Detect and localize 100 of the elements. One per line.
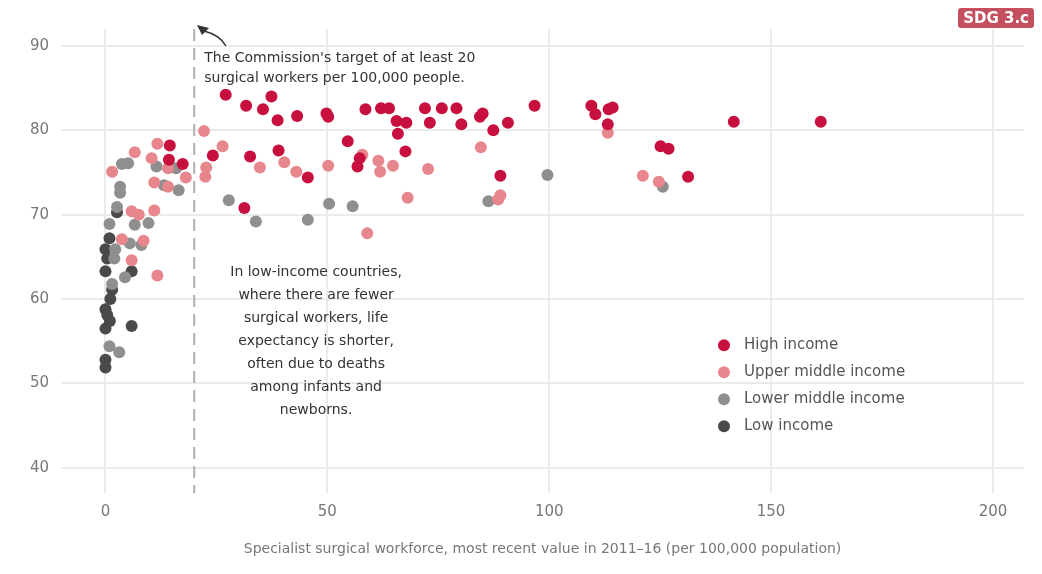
point: [359, 103, 372, 116]
point: [103, 232, 116, 245]
point: [341, 135, 354, 148]
point: [387, 159, 399, 172]
point: [106, 277, 119, 290]
point: [606, 101, 619, 114]
point: [176, 158, 189, 171]
point: [814, 115, 827, 128]
point: [541, 169, 554, 182]
point: [151, 137, 164, 150]
point: [162, 153, 175, 166]
legend-label: High income: [744, 335, 839, 354]
point: [162, 180, 175, 193]
point: [301, 213, 314, 226]
point: [391, 127, 404, 140]
x-tick-label: 50: [317, 502, 337, 521]
point: [494, 169, 507, 182]
point: [361, 227, 374, 240]
point: [682, 170, 695, 183]
point: [290, 165, 303, 178]
point: [265, 90, 278, 103]
point: [249, 215, 262, 228]
point: [418, 102, 431, 115]
point: [219, 88, 232, 101]
point: [244, 150, 257, 163]
legend-label: Low income: [744, 416, 834, 435]
point: [487, 124, 500, 137]
point: [474, 141, 487, 154]
point: [422, 163, 435, 176]
point: [652, 175, 665, 188]
point: [106, 165, 119, 178]
annotation: In low-income countries, where there are fewer surgical workers, life expectancy is shorter, often due to deaths among infants and newborns.: [230, 262, 402, 417]
point: [128, 218, 141, 231]
point: [137, 234, 150, 247]
point: [374, 165, 387, 178]
point: [272, 144, 285, 157]
y-tick-label: 70: [29, 204, 50, 223]
point: [401, 191, 414, 204]
point: [322, 159, 335, 172]
point: [118, 271, 131, 284]
point: [206, 149, 219, 162]
point: [179, 171, 192, 184]
point: [238, 201, 251, 214]
point: [372, 154, 385, 167]
point: [99, 265, 112, 278]
legend-label: Upper middle income: [744, 362, 906, 381]
point: [240, 99, 253, 112]
point: [104, 293, 117, 306]
point: [346, 200, 359, 213]
y-tick-label: 90: [29, 35, 50, 54]
y-tick-label: 50: [29, 373, 50, 392]
point: [142, 217, 155, 230]
point: [216, 140, 229, 153]
x-tick-label: 200: [978, 502, 1008, 521]
y-tick-label: 40: [29, 457, 50, 476]
point: [323, 197, 336, 210]
point: [271, 114, 284, 127]
point: [103, 340, 116, 353]
y-tick-label: 60: [29, 288, 50, 307]
point: [589, 108, 602, 121]
point: [528, 99, 541, 112]
point: [132, 208, 145, 221]
point: [222, 194, 235, 207]
point: [455, 118, 468, 131]
point: [423, 116, 436, 129]
point: [103, 217, 116, 230]
point: [125, 254, 138, 267]
x-tick-label: 0: [100, 502, 111, 521]
point: [113, 346, 126, 359]
y-tick-label: 80: [29, 120, 50, 139]
point: [148, 176, 161, 189]
point: [197, 125, 210, 138]
point: [601, 118, 614, 131]
x-tick-label: 100: [534, 502, 564, 521]
point: [662, 142, 675, 155]
point: [256, 103, 269, 116]
point: [278, 156, 291, 169]
point: [148, 204, 161, 217]
point: [253, 161, 266, 174]
legend-label: Lower middle income: [744, 389, 905, 408]
point: [111, 201, 123, 214]
point: [636, 169, 649, 182]
point: [128, 146, 141, 159]
point: [151, 269, 164, 282]
point: [399, 145, 412, 158]
point: [163, 139, 176, 152]
ref-line-label: The Commission's target of at least 20 surgical workers per 100,000 people.: [203, 48, 476, 85]
point: [145, 152, 158, 165]
x-tick-label: 150: [756, 502, 786, 521]
point: [103, 315, 116, 328]
x-axis-title: Specialist surgical workforce, most recent value in 2011–16 (per 100,000 population): [243, 540, 842, 557]
point: [492, 193, 505, 206]
point: [351, 160, 364, 173]
text: SDG 3.c: [958, 8, 1034, 28]
point: [125, 320, 138, 333]
point: [727, 115, 740, 128]
point: [435, 102, 448, 115]
point: [400, 116, 413, 129]
point: [172, 184, 185, 197]
point: [115, 233, 128, 246]
